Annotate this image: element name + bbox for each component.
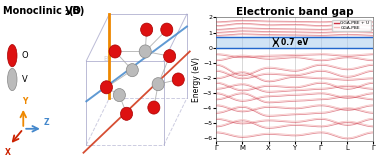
Text: (B): (B) — [68, 6, 84, 16]
Title: Electronic band gap: Electronic band gap — [236, 7, 353, 17]
Circle shape — [101, 81, 113, 94]
Text: Y: Y — [22, 97, 27, 106]
Circle shape — [8, 68, 17, 91]
Circle shape — [172, 73, 184, 86]
Circle shape — [164, 50, 176, 63]
Circle shape — [8, 45, 17, 67]
Text: X: X — [5, 148, 11, 157]
Text: 0.7 eV: 0.7 eV — [280, 38, 308, 47]
Legend: GGA-PBE + U, GGA-PBE: GGA-PBE + U, GGA-PBE — [332, 20, 371, 31]
Circle shape — [109, 45, 121, 58]
Circle shape — [148, 101, 160, 114]
Text: Monoclinic VO: Monoclinic VO — [3, 6, 81, 16]
Text: B: B — [104, 56, 108, 62]
Circle shape — [141, 23, 153, 36]
Circle shape — [126, 64, 138, 77]
Text: O: O — [22, 51, 28, 60]
Text: V: V — [22, 75, 28, 84]
Circle shape — [161, 23, 173, 36]
Circle shape — [139, 45, 151, 58]
Y-axis label: Energy (eV): Energy (eV) — [192, 57, 201, 102]
Circle shape — [121, 107, 133, 120]
Circle shape — [113, 89, 125, 102]
Text: 2: 2 — [65, 10, 70, 16]
Bar — [216, 37, 373, 48]
Circle shape — [152, 78, 164, 91]
Text: Z: Z — [44, 118, 50, 127]
